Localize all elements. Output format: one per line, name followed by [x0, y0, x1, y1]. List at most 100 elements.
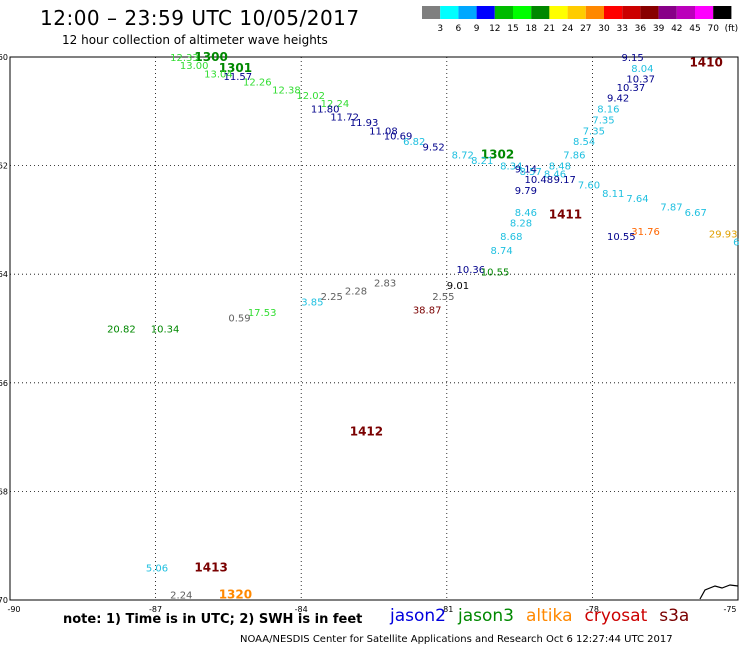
coastline: [699, 584, 739, 600]
wave-height-value: 8.72: [452, 151, 474, 162]
wave-height-value: 7.64: [626, 194, 648, 205]
wave-height-value: 8.57: [520, 167, 542, 178]
latitude-label: -62: [0, 162, 8, 171]
wave-height-value: 9.79: [515, 186, 537, 197]
wave-height-value: 7.35: [592, 115, 614, 126]
wave-height-value: 12.24: [321, 99, 350, 110]
wave-height-value: 9.01: [447, 281, 469, 292]
wave-height-value: 8.46: [544, 170, 566, 181]
wave-height-value: 11.08: [369, 126, 398, 137]
wave-height-value: 3.85: [301, 297, 323, 308]
color-scale-label: 9: [474, 24, 480, 34]
legend-jason3: jason3: [458, 606, 514, 626]
wave-height-value: 13.00: [180, 61, 209, 72]
color-scale-label: (ft): [725, 24, 739, 34]
wave-height-value: 8.68: [500, 232, 522, 243]
wave-height-value: 2.24: [170, 591, 192, 602]
wave-height-value: 2.25: [321, 292, 343, 303]
wave-height-value: 10.37: [617, 83, 646, 94]
longitude-label: -90: [7, 605, 20, 614]
wave-height-value: 7.87: [660, 202, 682, 213]
wave-height-value: 2.83: [374, 278, 396, 289]
map-note: note: 1) Time is in UTC; 2) SWH is in fe…: [63, 612, 363, 627]
legend-jason2: jason2: [390, 606, 446, 626]
pass-time-label: 1302: [481, 148, 514, 162]
wave-height-value: 12.02: [296, 91, 325, 102]
wave-height-value: 7.35: [583, 126, 605, 137]
color-swatch: [567, 6, 586, 19]
pass-time-label: 1320: [219, 588, 252, 602]
wave-height-value: 31.76: [631, 227, 660, 238]
color-scale-label: 39: [653, 24, 665, 34]
longitude-label: -81: [440, 605, 453, 614]
longitude-label: -87: [149, 605, 162, 614]
color-scale-label: 36: [635, 24, 647, 34]
wave-height-value: 8.48: [549, 162, 571, 173]
wave-height-value: 8.28: [510, 219, 532, 230]
latitude-label: -64: [0, 270, 8, 279]
color-scale-label: 3: [437, 24, 443, 34]
color-scale-label: 45: [689, 24, 700, 34]
wave-height-value: 20.82: [107, 325, 136, 336]
color-scale-label: 33: [616, 24, 627, 34]
map-frame: [9, 56, 739, 601]
latitude-label: -60: [0, 53, 8, 62]
wave-height-value: 13.04: [204, 69, 233, 80]
color-scale-label: 24: [562, 24, 574, 34]
wave-height-value: 6.82: [403, 137, 425, 148]
wave-height-value: 9.42: [607, 94, 629, 105]
wave-height-value: 8.16: [597, 105, 619, 116]
wave-height-value: 5.06: [146, 563, 168, 574]
wave-height-value: 38.87: [413, 305, 442, 316]
wave-height-value: 9.52: [423, 143, 445, 154]
color-swatch: [513, 6, 532, 19]
map-border: [9, 56, 739, 601]
color-swatch: [440, 6, 459, 19]
color-scale-label: 30: [598, 24, 610, 34]
pass-time-label: 1410: [689, 55, 722, 69]
color-scale-label: 70: [707, 24, 719, 34]
latitude-label: -68: [0, 487, 8, 496]
wave-height-value: 10.55: [607, 232, 636, 243]
color-swatch: [549, 6, 568, 19]
color-scale-bar: 3 6 9 12 15 18 21 24 27 30 33 36 39 42 45 70 (ft): [422, 6, 738, 34]
longitude-label: -75: [723, 605, 736, 614]
pass-time-label: 1413: [194, 560, 227, 574]
wave-height-value: 10.34: [151, 325, 180, 336]
wave-height-value: 10.69: [384, 132, 413, 143]
wave-height-value: 10.36: [457, 265, 486, 276]
wave-height-value: 2.55: [432, 292, 454, 303]
satellite-legend: jason2 jason3 altika cryosat s3a: [390, 606, 701, 626]
wave-height-value: 0.59: [228, 314, 250, 325]
map-credit: NOAA/NESDIS Center for Satellite Applica…: [240, 634, 673, 645]
map-title: 12:00 – 23:59 UTC 10/05/2017: [40, 6, 360, 30]
wave-height-value: 11.72: [330, 113, 359, 124]
pass-time-label: 1300: [194, 50, 227, 64]
color-swatch: [458, 6, 477, 19]
pass-time-label: 1412: [350, 425, 383, 439]
legend-altika: altika: [526, 606, 573, 626]
wave-height-value: 7.60: [578, 181, 600, 192]
wave-height-value: 8.34: [500, 162, 522, 173]
color-swatch: [422, 6, 441, 19]
axis-labels: -60 -62 -64 -66 -68 -70-90 -87 -84 -81 -78 -75: [0, 53, 737, 614]
color-swatch: [676, 6, 695, 19]
wave-height-value: 6.67: [685, 208, 707, 219]
wave-height-value: 7.86: [563, 151, 585, 162]
wave-height-value: 9.17: [554, 175, 576, 186]
wave-height-value: 17.53: [248, 308, 277, 319]
color-swatch: [713, 6, 732, 19]
legend-cryosat: cryosat: [584, 606, 648, 626]
wave-height-value: 10.37: [626, 75, 655, 86]
color-swatch: [494, 6, 513, 19]
wave-height-value: 12.33: [170, 53, 199, 64]
pass-time-label: 1411: [549, 207, 582, 221]
wave-height-value: 9.15: [622, 53, 644, 64]
wave-height-value: 11.80: [311, 105, 340, 116]
color-scale-label: 18: [525, 24, 537, 34]
wave-height-value: 6.45: [733, 238, 740, 249]
color-scale-label: 21: [544, 24, 555, 34]
wave-height-value: 9.14: [515, 164, 537, 175]
wave-height-value: 10.48: [524, 175, 553, 186]
